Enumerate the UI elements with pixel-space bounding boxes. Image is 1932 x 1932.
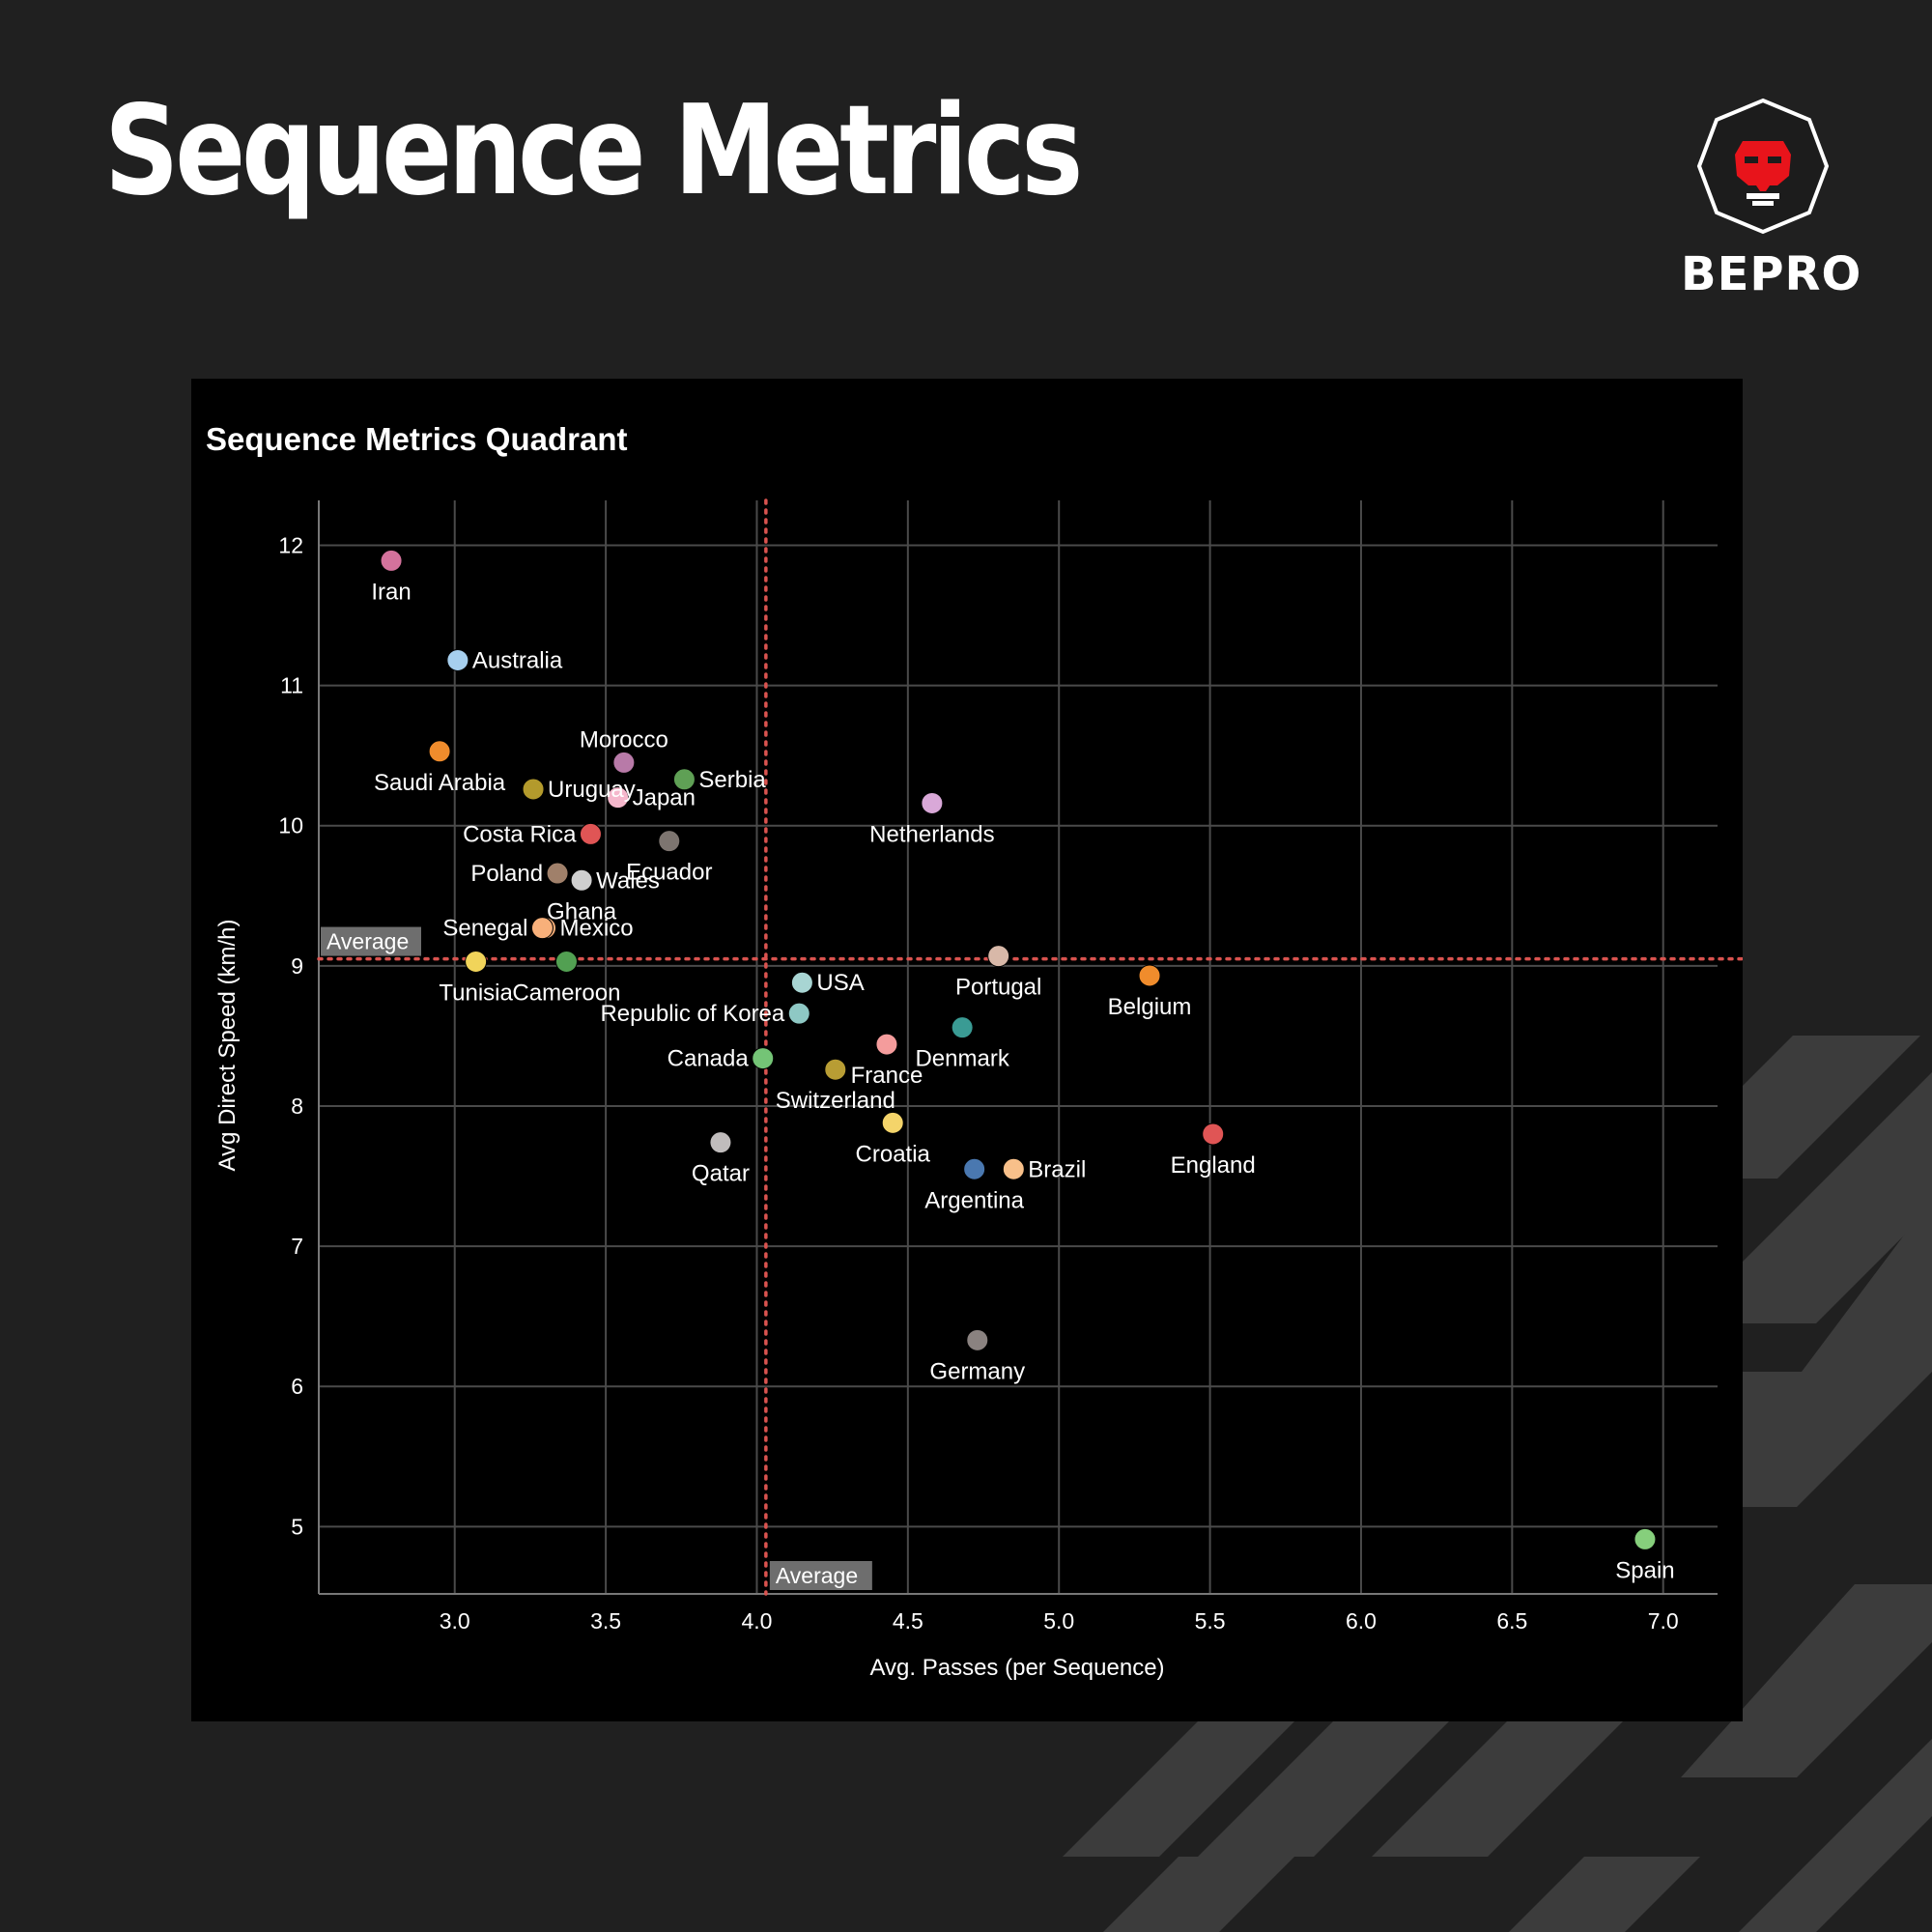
data-point bbox=[612, 751, 636, 774]
average-y-label-bg bbox=[321, 926, 421, 956]
data-label: Argentina bbox=[924, 1187, 1024, 1213]
brand-name: BEPRO bbox=[1681, 247, 1862, 301]
data-label: Qatar bbox=[692, 1161, 750, 1187]
data-point bbox=[752, 1047, 775, 1070]
data-label: Costa Rica bbox=[463, 821, 577, 847]
data-label: Netherlands bbox=[869, 821, 994, 847]
data-point bbox=[658, 830, 681, 853]
x-axis-title: Avg. Passes (per Sequence) bbox=[869, 1655, 1164, 1681]
data-point bbox=[522, 778, 545, 801]
data-label: Morocco bbox=[580, 726, 668, 753]
data-point bbox=[380, 549, 403, 572]
data-label: Croatia bbox=[856, 1141, 931, 1167]
y-tick-label: 12 bbox=[278, 532, 303, 557]
data-point bbox=[951, 1016, 974, 1039]
data-point bbox=[428, 740, 451, 763]
data-label: Ghana bbox=[547, 898, 617, 924]
data-point bbox=[570, 868, 593, 892]
data-point bbox=[446, 648, 469, 671]
data-label: Denmark bbox=[915, 1046, 1009, 1072]
data-point bbox=[966, 1328, 989, 1351]
data-point bbox=[963, 1157, 986, 1180]
data-label: Mexico bbox=[560, 916, 634, 942]
data-label: Brazil bbox=[1028, 1156, 1086, 1182]
data-label: Poland bbox=[470, 861, 543, 887]
data-point bbox=[987, 945, 1010, 968]
data-label: Portugal bbox=[955, 975, 1041, 1001]
data-point bbox=[1002, 1157, 1025, 1180]
data-label: Saudi Arabia bbox=[374, 770, 506, 796]
data-label: Senegal bbox=[442, 916, 527, 942]
y-tick-label: 8 bbox=[291, 1094, 303, 1119]
data-label: Ecuador bbox=[626, 860, 712, 886]
y-axis-title: Avg Direct Speed (km/h) bbox=[214, 920, 241, 1172]
data-point bbox=[607, 786, 630, 810]
average-x-label-bg bbox=[769, 1561, 872, 1590]
data-label: Serbia bbox=[698, 767, 766, 793]
chart-title: Sequence Metrics Quadrant bbox=[206, 421, 628, 457]
page-title: Sequence Metrics bbox=[104, 79, 1083, 223]
average-y-label: Average bbox=[327, 929, 409, 954]
grid bbox=[319, 500, 1718, 1594]
data-point bbox=[1634, 1527, 1657, 1550]
y-tick-label: 6 bbox=[291, 1374, 303, 1399]
data-label: Belgium bbox=[1108, 994, 1192, 1020]
axes: 3.0 3.5 4.0 4.5 5.0 5.5 6.0 6.5 7.0 5 6 7 8 9 10 11 12 bbox=[278, 500, 1718, 1634]
y-tick-label: 11 bbox=[280, 673, 303, 698]
x-tick-label: 6.0 bbox=[1346, 1608, 1377, 1634]
data-label: Republic of Korea bbox=[600, 1001, 784, 1027]
y-tick-label: 10 bbox=[278, 813, 303, 838]
chart-panel: Sequence Metrics Quadrant 3.0 3.5 4.0 4.5 5.… bbox=[191, 379, 1743, 1721]
brand-logo: BEPRO bbox=[1681, 93, 1862, 305]
data-point bbox=[465, 950, 488, 973]
data-label: Australia bbox=[472, 647, 563, 673]
data-label: Iran bbox=[371, 579, 411, 605]
data-label: Uruguay bbox=[548, 777, 636, 803]
average-x-label: Average bbox=[776, 1563, 858, 1588]
lion-head-icon bbox=[1735, 141, 1791, 191]
data-label: Cameroon bbox=[512, 980, 620, 1006]
data-point bbox=[672, 768, 696, 791]
data-point bbox=[530, 917, 554, 940]
scatter-chart: 3.0 3.5 4.0 4.5 5.0 5.5 6.0 6.5 7.0 5 6 7 8 9 10 11 12 A… bbox=[214, 498, 1743, 1681]
data-point bbox=[790, 971, 813, 994]
x-tick-label: 7.0 bbox=[1648, 1608, 1679, 1634]
data-label: Wales bbox=[596, 867, 660, 894]
data-point bbox=[579, 822, 602, 845]
data-label: France bbox=[851, 1063, 923, 1089]
average-lines: Average Average bbox=[317, 498, 1743, 1596]
data-point bbox=[554, 950, 578, 973]
data-point bbox=[824, 1058, 847, 1081]
x-tick-label: 5.0 bbox=[1043, 1608, 1074, 1634]
data-point bbox=[875, 1033, 898, 1056]
data-point bbox=[1138, 964, 1161, 987]
data-label: England bbox=[1171, 1152, 1256, 1179]
data-points bbox=[380, 549, 1657, 1550]
y-tick-label: 9 bbox=[291, 953, 303, 979]
y-tick-label: 7 bbox=[291, 1234, 303, 1259]
data-label: Spain bbox=[1615, 1557, 1674, 1583]
data-point bbox=[546, 862, 569, 885]
x-tick-label: 4.0 bbox=[741, 1608, 772, 1634]
x-tick-label: 3.0 bbox=[440, 1608, 470, 1634]
data-point bbox=[881, 1111, 904, 1134]
data-label: Canada bbox=[668, 1046, 750, 1072]
data-label: Germany bbox=[929, 1358, 1025, 1384]
x-tick-label: 3.5 bbox=[590, 1608, 621, 1634]
data-point bbox=[709, 1131, 732, 1154]
data-point bbox=[1202, 1122, 1225, 1146]
data-label: Switzerland bbox=[776, 1088, 895, 1114]
data-point bbox=[787, 1002, 810, 1025]
data-labels: Iran Australia Saudi Arabia Uruguay Morocco S… bbox=[371, 579, 1674, 1583]
data-label: Japan bbox=[633, 785, 696, 811]
data-point bbox=[921, 791, 944, 814]
x-tick-label: 5.5 bbox=[1195, 1608, 1226, 1634]
y-tick-label: 5 bbox=[291, 1514, 303, 1539]
data-label: USA bbox=[816, 970, 864, 996]
x-tick-label: 6.5 bbox=[1496, 1608, 1527, 1634]
x-tick-label: 4.5 bbox=[893, 1608, 923, 1634]
data-label: Tunisia bbox=[439, 980, 513, 1006]
